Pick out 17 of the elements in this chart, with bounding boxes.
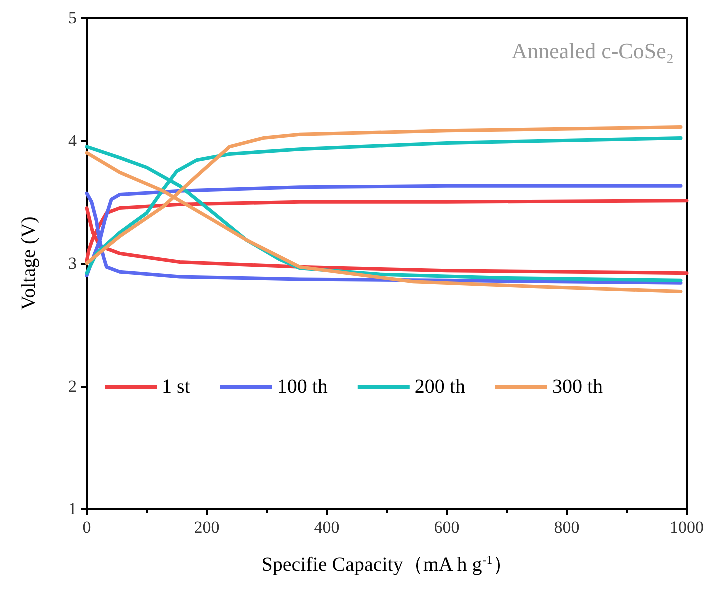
legend-label: 200 th <box>414 376 466 398</box>
legend-label: 100 th <box>277 376 328 398</box>
x-tick-label: 0 <box>82 518 92 537</box>
annotation: Annealed c-CoSe₂ <box>512 38 674 64</box>
x-tick-label: 200 <box>194 518 220 537</box>
y-axis-title: Voltage (V) <box>18 216 40 310</box>
legend-label: 300 th <box>552 376 604 398</box>
y-tick-label: 2 <box>68 376 77 396</box>
y-tick-label: 3 <box>68 254 77 273</box>
y-tick-label: 1 <box>68 500 77 518</box>
x-tick-label: 1000 <box>670 518 704 537</box>
y-tick-label: 4 <box>68 131 78 150</box>
x-tick-label: 400 <box>314 518 340 537</box>
legend-label: 1 st <box>162 376 191 398</box>
x-tick-label: 600 <box>434 518 460 537</box>
x-tick-label: 800 <box>554 518 580 537</box>
y-tick-label: 5 <box>68 8 77 28</box>
